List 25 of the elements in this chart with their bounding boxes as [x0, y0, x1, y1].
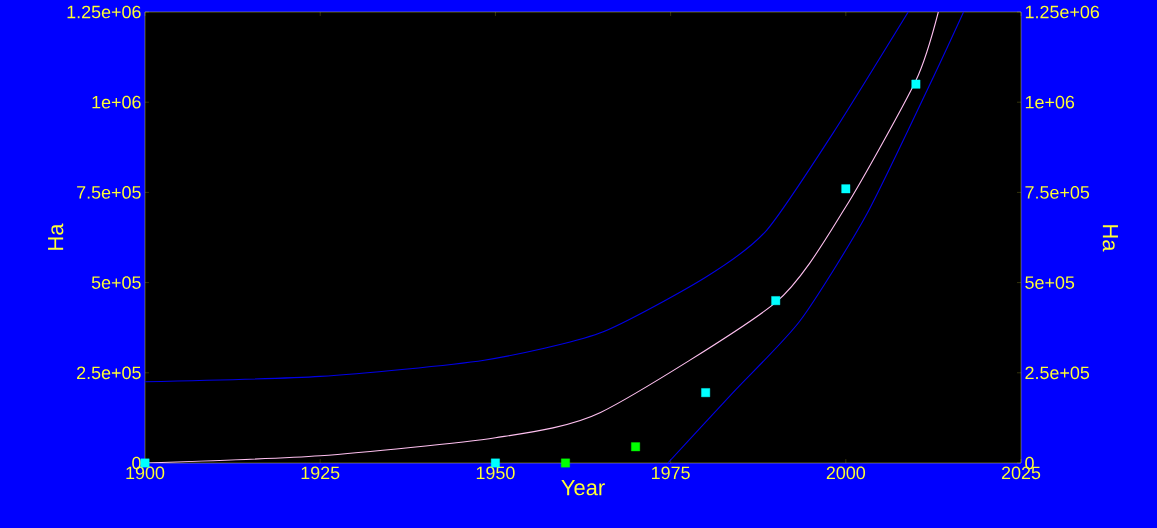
point: [701, 388, 711, 398]
y-tick-label: 1e+06: [92, 95, 141, 109]
line-series: [667, 11, 965, 463]
point: [911, 79, 921, 89]
y-tick-label: 7.5e+05: [77, 186, 141, 199]
y-tick-label: 5e+05: [91, 276, 141, 289]
y2-tick-label: 5e+05: [1025, 276, 1075, 289]
point: [561, 458, 570, 468]
point: [631, 442, 640, 452]
y-tick-label: 1.25e+06: [67, 5, 141, 19]
x-tick-label: 2000: [826, 466, 866, 480]
y-tick-label: 2.5e+05: [77, 366, 141, 380]
y2-tick-label: 2.5e+05: [1025, 366, 1090, 380]
y2-tick-label: 7.5e+05: [1025, 186, 1090, 199]
x-axis-title: Year: [561, 480, 605, 496]
x-tick-label: 1925: [301, 466, 340, 480]
y2-tick-label: 1.25e+06: [1025, 5, 1100, 19]
x-tick-label: 1975: [652, 466, 690, 480]
y-axis-title: Ha: [48, 223, 64, 250]
x-tick-label: 1950: [476, 466, 515, 480]
y2-tick-label: 1e+06: [1025, 95, 1075, 109]
point: [841, 184, 851, 194]
y2-axis-title: Ha: [1102, 225, 1118, 252]
point: [771, 296, 781, 306]
line-series: [145, 11, 909, 383]
